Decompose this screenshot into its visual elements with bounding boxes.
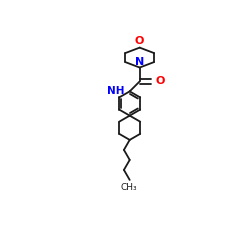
Text: N: N xyxy=(135,57,144,67)
Text: O: O xyxy=(135,36,144,46)
Text: O: O xyxy=(156,76,165,86)
Text: NH: NH xyxy=(107,86,124,96)
Text: CH₃: CH₃ xyxy=(120,182,137,192)
